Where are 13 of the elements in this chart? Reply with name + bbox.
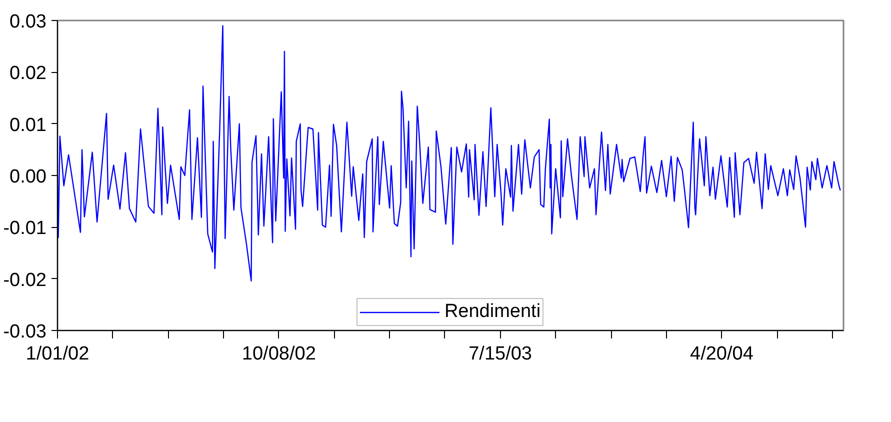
legend-label: Rendimenti bbox=[444, 301, 541, 323]
y-tick-label: 0.00 bbox=[10, 166, 47, 188]
x-tick-label: 4/20/04 bbox=[690, 344, 754, 364]
y-tick-label: 0.02 bbox=[10, 63, 47, 84]
y-tick-label: -0.01 bbox=[3, 218, 47, 240]
y-tick-label: 0.01 bbox=[10, 114, 47, 136]
line-series bbox=[58, 25, 841, 282]
y-tick-label: -0.03 bbox=[3, 322, 47, 342]
x-tick-label: 1/01/02 bbox=[26, 344, 90, 364]
x-tick-label: 10/08/02 bbox=[242, 344, 316, 364]
x-tick-label: 7/15/03 bbox=[468, 344, 532, 364]
y-tick-label: -0.02 bbox=[3, 270, 47, 291]
y-tick-label: 0.03 bbox=[10, 12, 47, 32]
